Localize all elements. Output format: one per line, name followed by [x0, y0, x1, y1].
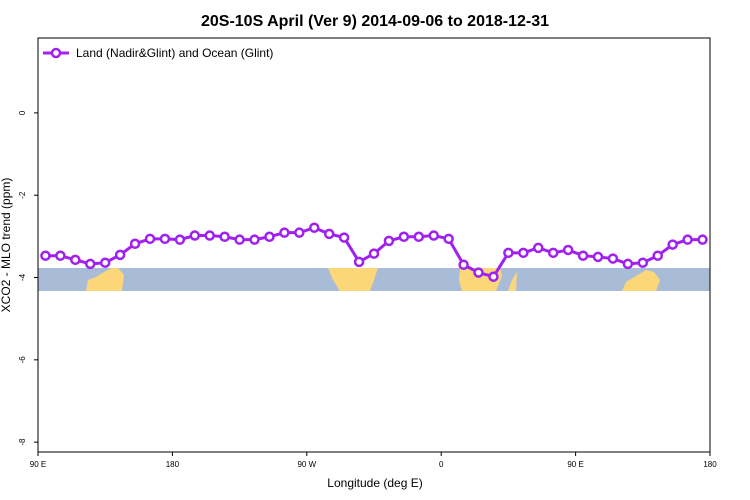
x-tick-label: 180 — [703, 460, 717, 469]
point — [219, 231, 230, 243]
point — [533, 242, 544, 254]
point — [368, 248, 380, 259]
legend: Land (Nadir&Glint) and Ocean (Glint) — [43, 46, 273, 60]
point — [667, 239, 678, 250]
x-tick-label: 0 — [439, 460, 444, 469]
point — [55, 250, 66, 261]
point — [547, 247, 559, 259]
point — [383, 235, 395, 247]
point — [174, 234, 186, 245]
point — [682, 234, 693, 245]
point — [309, 222, 320, 233]
point — [353, 256, 365, 268]
land — [622, 270, 660, 291]
point — [622, 258, 634, 270]
point — [398, 231, 410, 243]
point — [338, 232, 350, 243]
y-tick-label: -2 — [18, 191, 27, 199]
x-tick-label: 90 W — [297, 460, 316, 469]
point — [592, 251, 604, 263]
point — [114, 249, 126, 261]
plot-frame — [37, 37, 711, 453]
y-tick-label: -4 — [18, 273, 27, 281]
point — [458, 259, 469, 271]
x-tick-label: 90 E — [567, 460, 583, 469]
point — [70, 254, 81, 266]
point — [637, 257, 649, 268]
y-tick-label: -8 — [18, 438, 27, 446]
point — [503, 247, 514, 259]
point — [279, 227, 290, 238]
point — [144, 233, 156, 245]
point — [40, 250, 51, 261]
point — [85, 258, 96, 270]
point — [264, 231, 275, 243]
point — [129, 238, 141, 250]
point — [607, 253, 619, 264]
point — [204, 230, 215, 241]
land — [508, 272, 517, 291]
point — [189, 230, 201, 241]
land — [328, 268, 378, 291]
x-tick-label: 180 — [166, 460, 180, 469]
point — [323, 228, 335, 240]
point — [413, 231, 425, 243]
x-axis-label: Longitude (deg E) — [327, 476, 422, 490]
point — [428, 230, 439, 241]
map-strip — [38, 268, 710, 291]
point — [473, 267, 484, 278]
legend-marker — [50, 47, 62, 59]
chart-title: 20S-10S April (Ver 9) 2014-09-06 to 2018… — [201, 13, 549, 30]
point — [697, 234, 708, 245]
y-tick-label: 0 — [18, 110, 27, 115]
y-axis-label: XCO2 - MLO trend (ppm) — [0, 178, 13, 313]
point — [159, 233, 171, 245]
point — [518, 247, 529, 259]
point — [294, 227, 305, 238]
point — [488, 271, 499, 282]
point — [577, 250, 589, 261]
point — [443, 233, 454, 245]
y-tick-label: -6 — [18, 356, 27, 364]
land — [86, 268, 124, 291]
point — [234, 234, 245, 245]
point — [652, 250, 663, 261]
x-tick-label: 90 E — [30, 460, 46, 469]
legend-label: Land (Nadir&Glint) and Ocean (Glint) — [76, 46, 273, 60]
point — [562, 244, 574, 256]
point — [99, 257, 111, 268]
point — [249, 234, 260, 245]
